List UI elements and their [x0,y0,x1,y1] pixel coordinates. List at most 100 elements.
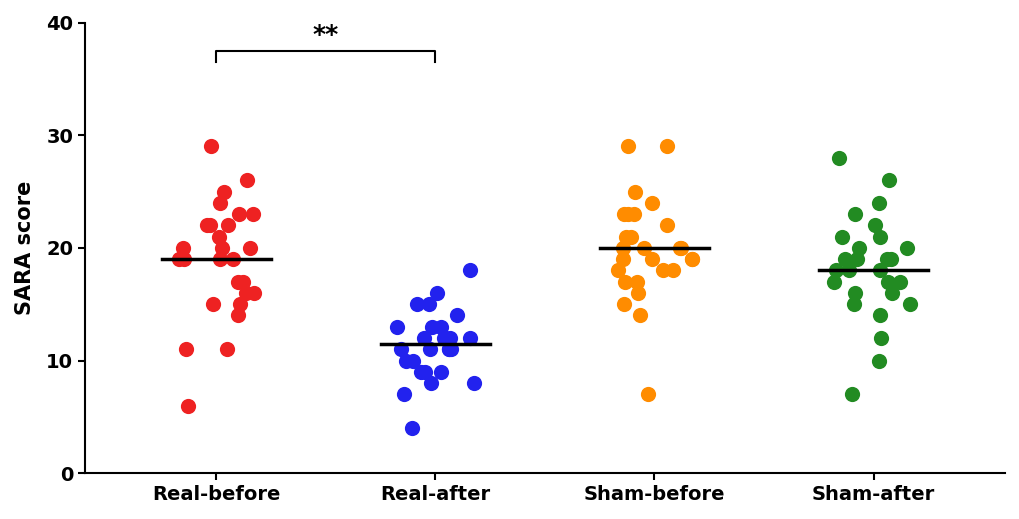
Point [436,334,452,342]
Point [448,311,465,320]
Point [395,390,412,399]
Point [836,255,852,263]
Point [845,300,861,308]
Point [626,210,642,218]
Point [622,233,638,241]
Point [231,210,248,218]
Point [205,300,221,308]
Point [899,244,915,252]
Point [212,255,228,263]
Point [871,266,888,275]
Point [436,334,452,342]
Point [246,289,262,297]
Point [429,289,445,297]
Point [658,221,675,229]
Point [825,278,842,286]
Point [440,345,457,353]
Point [432,367,448,376]
Point [423,323,439,331]
Point [643,255,659,263]
Point [420,300,436,308]
Point [673,244,689,252]
Point [618,233,634,241]
Point [879,176,896,184]
Point [466,379,482,387]
Point [833,233,849,241]
Point [615,300,632,308]
Point [830,154,847,162]
Point [219,221,235,229]
Point [614,244,631,252]
Point [174,244,191,252]
Point [878,278,895,286]
Point [866,221,882,229]
Point [245,210,261,218]
Point [630,289,646,297]
Point [219,345,235,353]
Point [826,266,843,275]
Point [237,289,254,297]
Point [870,233,887,241]
Point [615,278,632,286]
Point [175,255,192,263]
Point [877,255,894,263]
Point [210,233,226,241]
Point [609,266,626,275]
Point [231,300,248,308]
Point [225,255,242,263]
Point [234,278,251,286]
Point [392,345,409,353]
Point [613,255,630,263]
Point [848,255,864,263]
Point [422,345,438,353]
Point [843,390,859,399]
Point [883,289,900,297]
Point [199,221,215,229]
Text: **: ** [313,23,338,47]
Point [643,199,659,207]
Point [203,142,219,151]
Point [870,199,887,207]
Point [619,142,635,151]
Point [872,334,889,342]
Point [216,187,232,196]
Point [462,334,478,342]
Point [238,176,255,184]
Point [615,210,632,218]
Point [436,334,452,342]
Point [462,266,478,275]
Point [870,311,887,320]
Point [440,345,457,353]
Point [389,323,406,331]
Point [639,390,655,399]
Point [619,210,635,218]
Point [404,424,420,432]
Point [636,244,652,252]
Point [202,221,218,229]
Point [422,379,438,387]
Point [870,357,887,365]
Point [170,255,186,263]
Point [178,345,195,353]
Point [664,266,681,275]
Point [413,367,429,376]
Point [671,244,687,252]
Point [891,278,907,286]
Point [846,210,862,218]
Point [409,300,425,308]
Point [629,278,645,286]
Point [432,323,448,331]
Point [416,367,432,376]
Point [441,334,458,342]
Point [230,311,247,320]
Point [847,289,863,297]
Point [654,266,671,275]
Point [213,244,229,252]
Point [657,142,674,151]
Point [901,300,917,308]
Point [442,345,459,353]
Point [840,266,856,275]
Point [684,255,700,263]
Point [850,244,866,252]
Point [881,255,898,263]
